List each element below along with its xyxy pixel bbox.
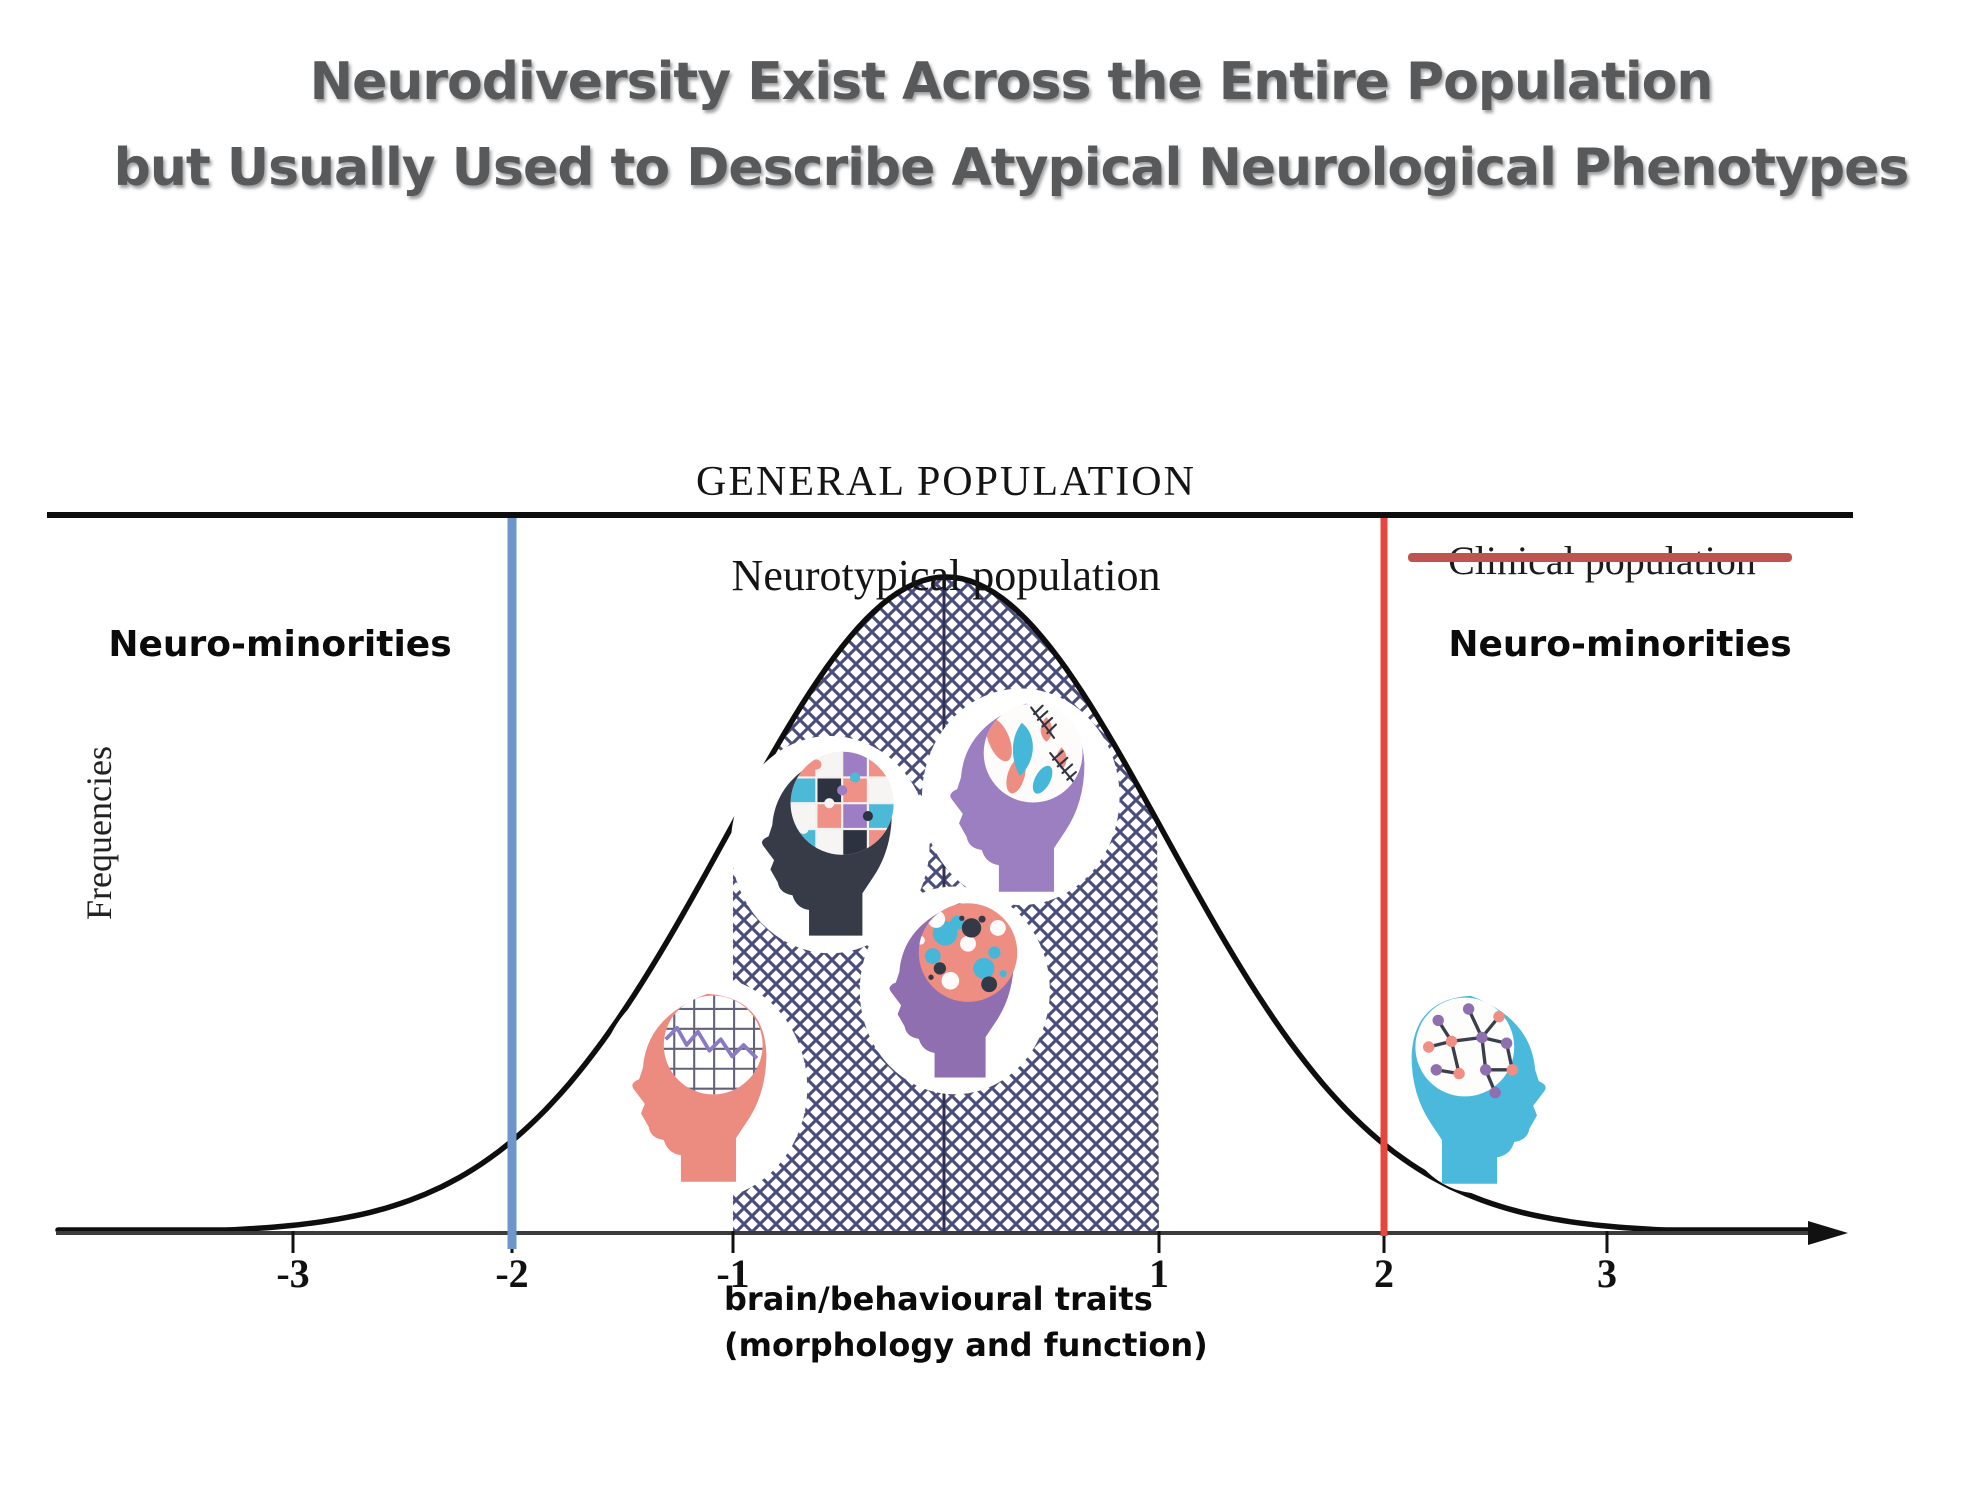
x-tick-label-neg3: -3 (276, 1251, 310, 1296)
neurotypical-population-label: Neurotypical population (731, 551, 1161, 600)
strikethrough-line (1408, 553, 1792, 562)
x-axis-label-line1: brain/behavioural traits (724, 1280, 1153, 1318)
general-population-label: GENERAL POPULATION (696, 459, 1196, 505)
slide-title-line2: but Usually Used to Describe Atypical Ne… (113, 138, 1910, 198)
x-tick-label-pos2: 2 (1374, 1251, 1394, 1296)
x-tick-label-neg1: -1 (716, 1251, 750, 1296)
neuro-minorities-left-label: Neuro-minorities (108, 624, 452, 665)
y-axis-label: Frequencies (79, 746, 119, 920)
puzzle-brain-head-icon (730, 736, 930, 954)
slide-title-line1: Neurodiversity Exist Across the Entire P… (309, 52, 1714, 112)
x-axis-label-line2: (morphology and function) (724, 1326, 1208, 1364)
splatter-brain-head-icon (859, 886, 1050, 1095)
bell-curve (55, 574, 1813, 1233)
neuro-minorities-right-label: Neuro-minorities (1448, 624, 1792, 665)
x-axis-arrowhead (1808, 1221, 1848, 1245)
graph-brain-head-icon (598, 975, 808, 1200)
plant-brain-head-icon (921, 688, 1120, 906)
x-tick-label-pos1: 1 (1149, 1251, 1169, 1296)
network-brain-head-icon (1394, 984, 1562, 1194)
x-tick-label-pos3: 3 (1597, 1251, 1617, 1296)
x-tick-label-neg2: -2 (495, 1251, 529, 1296)
